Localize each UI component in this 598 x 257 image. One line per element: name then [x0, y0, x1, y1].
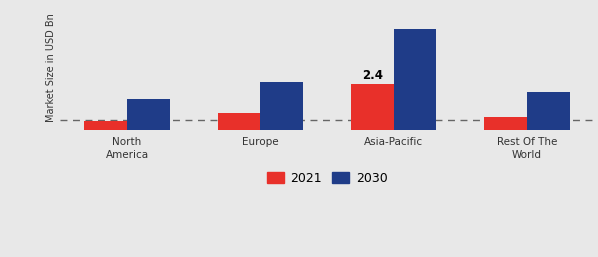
Bar — [351, 84, 393, 131]
Legend: 2021, 2030: 2021, 2030 — [261, 167, 392, 190]
Bar — [527, 91, 569, 131]
Y-axis label: Market Size in USD Bn: Market Size in USD Bn — [46, 13, 56, 122]
Bar — [218, 113, 260, 131]
Bar — [260, 82, 303, 131]
Bar — [84, 121, 127, 131]
Bar — [484, 117, 527, 131]
Text: 2.4: 2.4 — [362, 69, 383, 81]
Bar — [127, 99, 170, 131]
Bar — [393, 30, 437, 131]
